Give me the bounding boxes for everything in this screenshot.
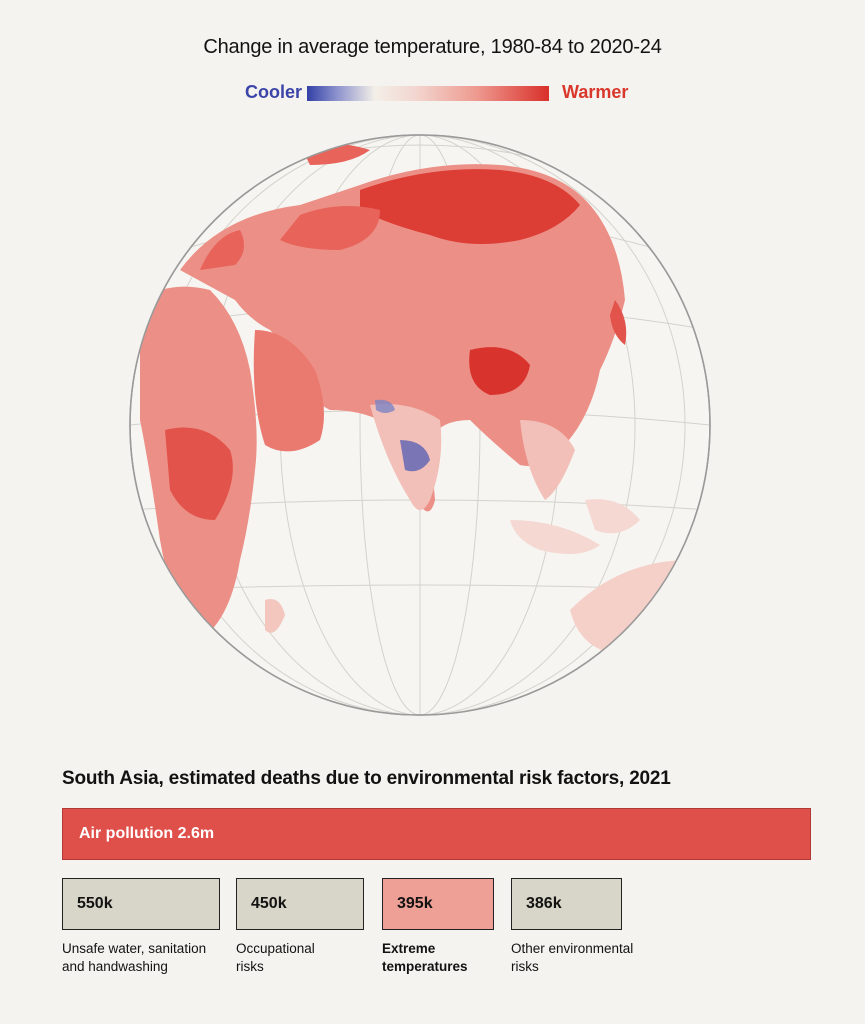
label-line: risks: [236, 959, 264, 974]
bar-extreme-temperatures: 395k: [382, 878, 494, 930]
label-line: Unsafe water, sanitation: [62, 941, 207, 956]
label-line: Occupational: [236, 941, 315, 956]
bar-other-environmental-risks: 386k: [511, 878, 622, 930]
map-title: Change in average temperature, 1980-84 t…: [203, 36, 662, 58]
bar-occupational-risks: 450k: [236, 878, 364, 930]
bar-air-pollution: Air pollution 2.6m: [62, 808, 811, 860]
label-line: Other environmental: [511, 941, 634, 956]
chart-title: South Asia, estimated deaths due to envi…: [62, 768, 671, 789]
label-line: risks: [511, 959, 539, 974]
legend-warmer-label: Warmer: [562, 82, 629, 102]
category-label-unsafe-water: Unsafe water, sanitation and handwashing: [62, 940, 206, 976]
bar-unsafe-water: 550k: [62, 878, 220, 930]
value-label: 450k: [251, 895, 287, 912]
category-label-occupational: Occupational risks: [236, 940, 315, 976]
value-label: 395k: [397, 895, 433, 912]
label-line: and handwashing: [62, 959, 168, 974]
value-label: 550k: [77, 895, 113, 912]
legend-cooler-label: Cooler: [245, 82, 303, 102]
category-label-other: Other environmental risks: [511, 940, 633, 976]
bar-air-pollution-label: Air pollution 2.6m: [79, 825, 215, 842]
legend-gradient-bar: [307, 86, 549, 101]
label-line: temperatures: [382, 959, 468, 974]
globe-map: [129, 134, 711, 716]
value-label: 386k: [526, 895, 562, 912]
color-legend: Cooler Warmer: [0, 82, 865, 106]
category-label-extreme-temperatures: Extreme temperatures: [382, 940, 468, 976]
label-line: Extreme: [382, 941, 436, 956]
